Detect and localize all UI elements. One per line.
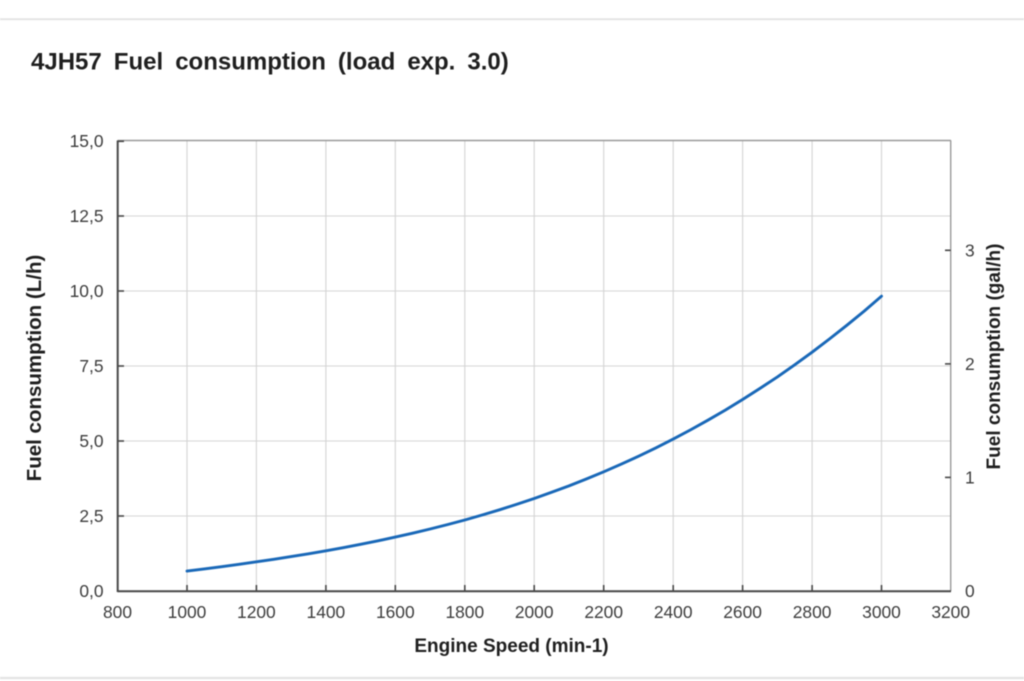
svg-text:1000: 1000 <box>168 602 207 622</box>
svg-text:2: 2 <box>965 354 975 374</box>
svg-text:Engine Speed (min-1): Engine Speed (min-1) <box>414 636 608 657</box>
svg-text:Fuel consumption (gal/h): Fuel consumption (gal/h) <box>984 244 1005 470</box>
svg-text:1600: 1600 <box>376 602 415 622</box>
svg-text:5,0: 5,0 <box>79 431 103 451</box>
svg-text:2800: 2800 <box>793 602 832 622</box>
svg-text:Fuel consumption (L/h): Fuel consumption (L/h) <box>23 255 46 482</box>
svg-text:2,5: 2,5 <box>79 506 103 526</box>
svg-text:2200: 2200 <box>584 602 623 622</box>
svg-text:800: 800 <box>103 602 132 622</box>
svg-text:1400: 1400 <box>307 602 346 622</box>
svg-text:1: 1 <box>965 468 975 488</box>
svg-text:3200: 3200 <box>931 602 970 622</box>
svg-text:1200: 1200 <box>237 602 276 622</box>
svg-text:2600: 2600 <box>723 602 762 622</box>
svg-text:15,0: 15,0 <box>70 131 104 151</box>
svg-text:4JH57 Fuel consumption (load e: 4JH57 Fuel consumption (load exp. 3.0) <box>31 49 509 76</box>
svg-text:3000: 3000 <box>862 602 901 622</box>
svg-text:3: 3 <box>965 240 975 260</box>
svg-text:2000: 2000 <box>515 602 554 622</box>
svg-text:2400: 2400 <box>654 602 693 622</box>
svg-text:0: 0 <box>965 581 975 601</box>
svg-text:1800: 1800 <box>445 602 484 622</box>
svg-text:7,5: 7,5 <box>79 356 103 376</box>
svg-text:12,5: 12,5 <box>70 206 104 226</box>
svg-text:10,0: 10,0 <box>70 281 104 301</box>
svg-text:0,0: 0,0 <box>79 581 103 601</box>
